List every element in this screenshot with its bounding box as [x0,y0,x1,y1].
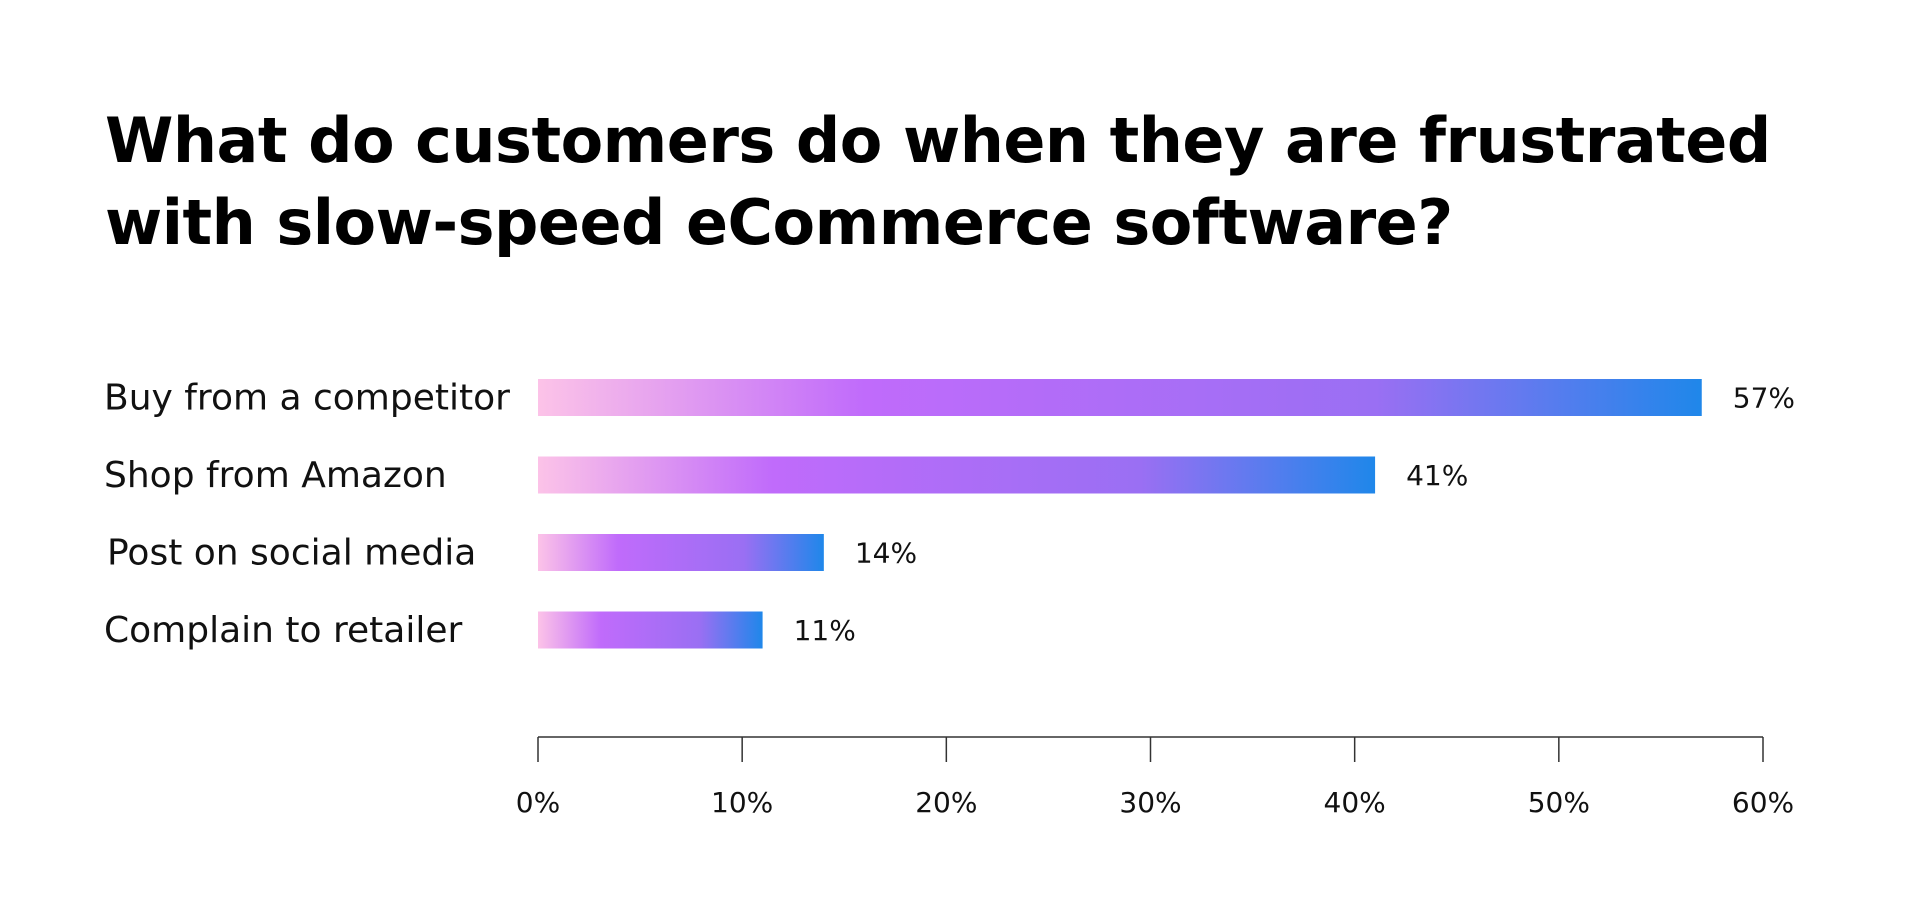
x-tick-label: 10% [711,786,773,819]
category-label: Post on social media [107,533,476,574]
bar [538,611,763,649]
x-tick-label: 20% [915,786,977,819]
value-label: 41% [1406,459,1468,492]
category-label: Shop from Amazon [104,455,447,496]
category-label: Buy from a competitor [104,378,510,419]
value-label: 11% [794,614,856,647]
value-label: 14% [855,537,917,570]
x-tick-label: 40% [1324,786,1386,819]
bar [538,379,1702,416]
category-label: Complain to retailer [104,610,462,651]
chart-title: What do customers do when they are frust… [105,104,1771,259]
x-tick-label: 60% [1732,786,1794,819]
x-tick-label: 50% [1528,786,1590,819]
x-tick-label: 0% [516,786,560,819]
bar [538,456,1376,494]
bar [538,534,824,571]
value-label: 57% [1733,382,1795,415]
bars-group: Buy from a competitor 57% Shop from Amazon… [104,378,1795,652]
x-axis: 0% 10% 20% 30% 40% 50% 60% [516,736,1794,819]
x-tick-label: 30% [1119,786,1181,819]
